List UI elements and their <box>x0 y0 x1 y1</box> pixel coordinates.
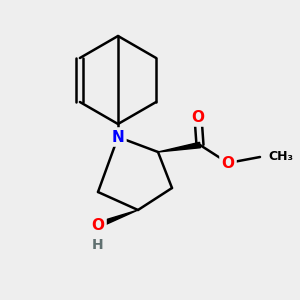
Text: O: O <box>221 155 235 170</box>
Polygon shape <box>158 142 200 152</box>
Text: O: O <box>92 218 104 232</box>
Text: O: O <box>191 110 205 124</box>
Text: H: H <box>92 238 104 252</box>
Polygon shape <box>97 210 138 228</box>
Text: CH₃: CH₃ <box>268 151 293 164</box>
Text: N: N <box>112 130 124 145</box>
